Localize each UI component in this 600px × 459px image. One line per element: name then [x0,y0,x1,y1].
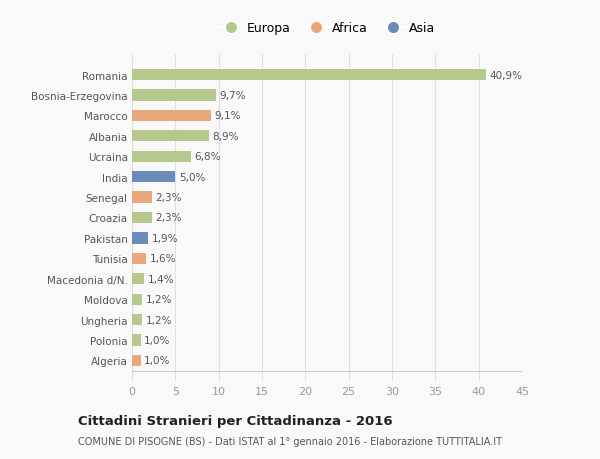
Text: 8,9%: 8,9% [212,132,239,141]
Text: 40,9%: 40,9% [490,71,523,80]
Bar [132,253,146,264]
Text: 2,3%: 2,3% [155,213,182,223]
Text: COMUNE DI PISOGNE (BS) - Dati ISTAT al 1° gennaio 2016 - Elaborazione TUTTITALIA: COMUNE DI PISOGNE (BS) - Dati ISTAT al 1… [78,436,502,446]
Bar [132,131,209,142]
Text: 1,9%: 1,9% [152,233,178,243]
Legend: Europa, Africa, Asia: Europa, Africa, Asia [218,22,436,35]
Bar [132,355,140,366]
Text: 1,6%: 1,6% [149,254,176,264]
Text: 2,3%: 2,3% [155,193,182,203]
Text: 6,8%: 6,8% [194,152,221,162]
Text: 9,7%: 9,7% [220,91,246,101]
Bar [132,314,142,325]
Text: 1,4%: 1,4% [148,274,174,284]
Text: 1,2%: 1,2% [146,295,172,304]
Bar [132,294,142,305]
Bar [132,233,148,244]
Bar [132,172,175,183]
Text: 1,0%: 1,0% [144,356,170,365]
Bar [132,151,191,162]
Bar [132,192,152,203]
Bar [132,90,216,101]
Bar [132,274,144,285]
Bar [132,111,211,122]
Text: 5,0%: 5,0% [179,172,205,182]
Text: Cittadini Stranieri per Cittadinanza - 2016: Cittadini Stranieri per Cittadinanza - 2… [78,414,392,428]
Text: 9,1%: 9,1% [214,111,241,121]
Text: 1,2%: 1,2% [146,315,172,325]
Bar [132,70,487,81]
Bar [132,213,152,224]
Bar [132,335,140,346]
Text: 1,0%: 1,0% [144,335,170,345]
